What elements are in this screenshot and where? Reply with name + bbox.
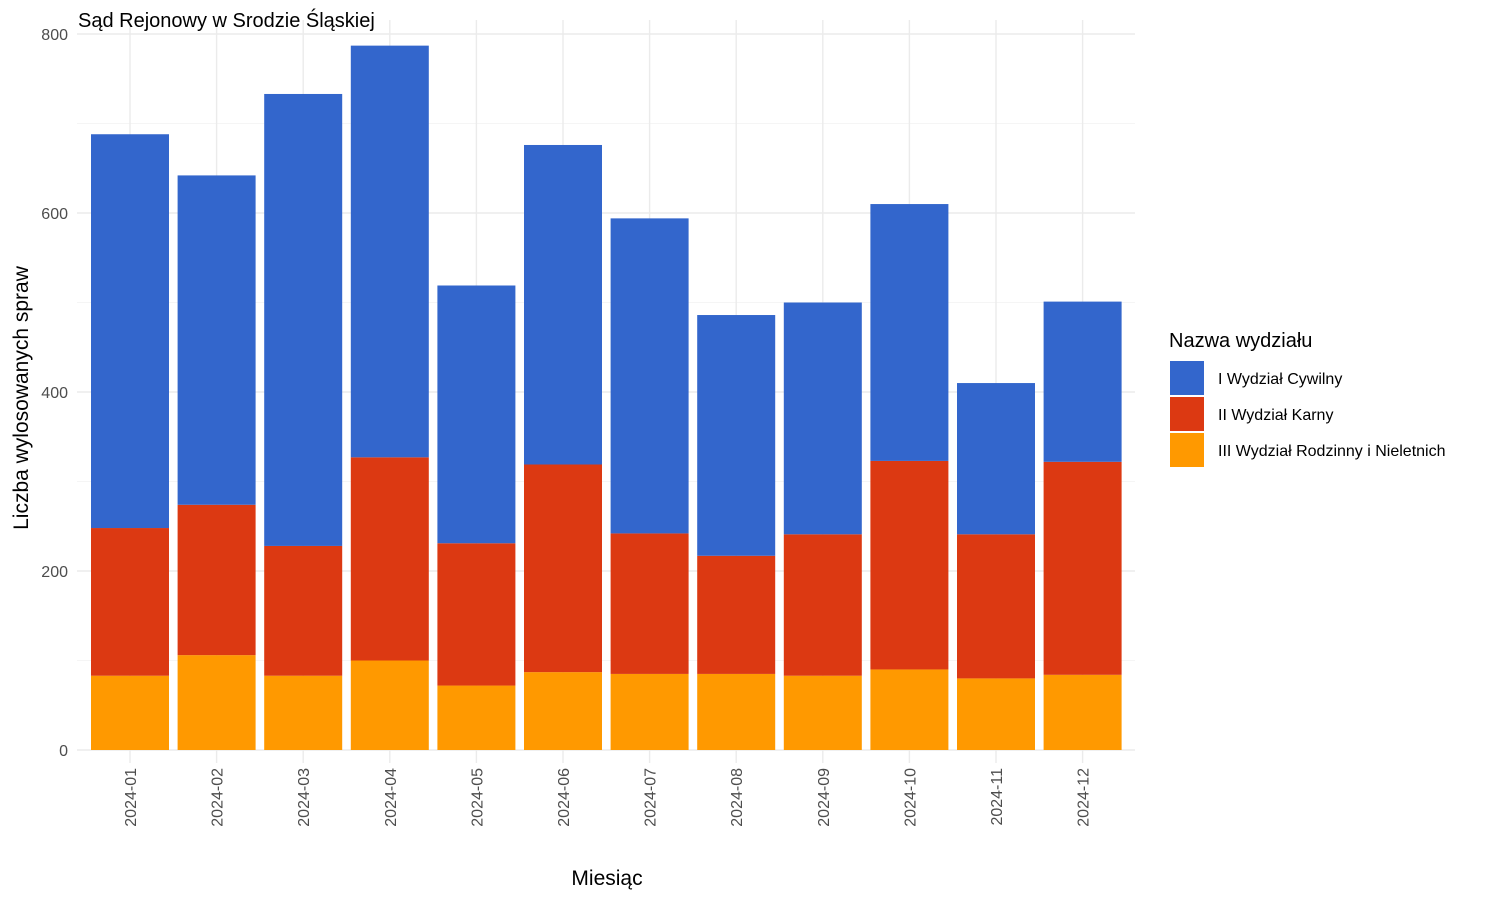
chart-title: Sąd Rejonowy w Srodzie Śląskiej [78, 8, 375, 32]
bar-segment [610, 533, 689, 674]
y-tick-label: 0 [59, 743, 68, 760]
y-tick-label: 600 [41, 206, 68, 223]
bar-segment [870, 460, 949, 670]
y-axis-title: Liczba wylosowanych spraw [10, 265, 33, 530]
legend-title: Nazwa wydziału [1169, 330, 1312, 352]
bar-segment [524, 672, 602, 750]
x-axis-title: Miesiąc [571, 867, 642, 890]
x-tick-label: 2024-11 [989, 768, 1006, 826]
bars [91, 45, 1122, 750]
bar-segment [957, 534, 1035, 679]
bar-segment [1043, 301, 1122, 462]
bar-segment [350, 457, 429, 661]
x-tick-label: 2024-08 [729, 768, 746, 827]
x-tick-label: 2024-12 [1076, 768, 1093, 827]
bar-segment [1043, 461, 1122, 675]
y-tick-label: 400 [41, 385, 68, 402]
y-tick-label: 200 [41, 564, 68, 581]
bar-segment [524, 464, 602, 673]
x-tick-label: 2024-10 [902, 768, 919, 827]
bar-segment [91, 675, 169, 750]
bar-segment [91, 134, 169, 529]
bar-segment [697, 673, 776, 750]
legend-label: I Wydział Cywilny [1218, 371, 1342, 388]
bar-segment [870, 669, 949, 750]
x-tick-label: 2024-04 [383, 768, 400, 827]
bar-segment [177, 655, 256, 750]
x-tick-label: 2024-02 [210, 768, 227, 827]
legend-label: II Wydział Karny [1218, 407, 1333, 424]
x-tick-label: 2024-09 [816, 768, 833, 827]
bar-segment [783, 675, 862, 750]
bar-segment [437, 685, 516, 750]
bar-segment [264, 545, 343, 676]
bar-segment [437, 543, 516, 686]
legend-swatch [1170, 361, 1204, 395]
bar-segment [697, 555, 776, 674]
bar-segment [437, 285, 516, 544]
bar-segment [957, 383, 1035, 535]
bar-segment [177, 175, 256, 505]
legend-swatch [1170, 433, 1204, 467]
legend-label: III Wydział Rodzinny i Nieletnich [1218, 443, 1446, 460]
legend: Nazwa wydziału I Wydział Cywilny II Wydzi… [1169, 330, 1446, 467]
x-tick-label: 2024-06 [556, 768, 573, 827]
bar-segment [957, 678, 1035, 750]
bar-segment [870, 204, 949, 461]
bar-segment [610, 673, 689, 750]
bar-segment [350, 660, 429, 750]
bar-segment [783, 302, 862, 535]
bar-segment [264, 93, 343, 546]
legend-swatch [1170, 397, 1204, 431]
y-tick-label: 800 [41, 27, 68, 44]
bar-segment [91, 528, 169, 676]
bar-segment [783, 534, 862, 676]
axes: 0 200 400 600 800 2024-01 2024-02 2024-03 2024-0… [41, 27, 1092, 827]
x-tick-label: 2024-07 [643, 768, 660, 827]
bar-segment [524, 144, 602, 465]
bar-segment [610, 218, 689, 534]
x-tick-label: 2024-01 [123, 768, 140, 827]
bar-segment [350, 45, 429, 458]
bar-segment [1043, 674, 1122, 750]
bar-segment [697, 315, 776, 556]
x-tick-label: 2024-03 [296, 768, 313, 827]
bar-segment [177, 504, 256, 656]
bar-segment [264, 675, 343, 750]
x-tick-label: 2024-05 [469, 768, 486, 827]
